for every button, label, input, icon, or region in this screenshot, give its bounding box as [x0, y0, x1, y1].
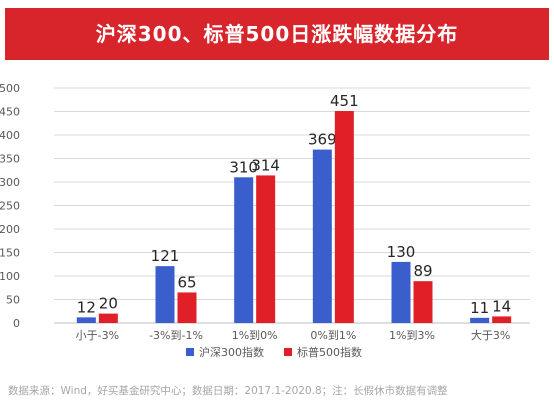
bar-hs300	[312, 149, 332, 323]
y-tick-label: 250	[0, 200, 20, 213]
data-label: 89	[413, 262, 432, 280]
y-tick-label: 300	[0, 176, 20, 189]
data-label: 451	[330, 92, 359, 110]
data-label: 369	[308, 131, 337, 149]
bar-sp500	[177, 292, 197, 323]
bar-sp500	[492, 316, 512, 323]
data-label: 12	[77, 298, 96, 316]
legend-swatch-hs300	[186, 348, 194, 356]
x-tick-label: 小于-3%	[76, 329, 119, 342]
legend-label-sp500: 标普500指数	[297, 345, 362, 359]
legend-swatch-sp500	[284, 348, 292, 356]
data-label: 130	[387, 243, 416, 261]
y-tick-label: 400	[0, 129, 20, 142]
data-label: 65	[177, 273, 196, 291]
y-tick-label: 50	[6, 294, 20, 307]
x-tick-label: -3%到-1%	[149, 329, 203, 342]
bar-chart: 0 50 100 150 200 250 300 350 400 450 500 12 20 小于-3% 1…	[0, 82, 530, 359]
y-tick-label: 450	[0, 106, 20, 119]
data-label: 20	[99, 295, 118, 313]
y-tick-label: 350	[0, 153, 20, 166]
legend-label-hs300: 沪深300指数	[199, 345, 264, 359]
data-label: 314	[251, 156, 280, 174]
x-tick-label: 1%到3%	[389, 329, 435, 342]
bar-sp500	[256, 175, 276, 323]
x-tick-label: 0%到1%	[310, 329, 356, 342]
y-tick-label: 100	[0, 270, 20, 283]
y-tick-label: 200	[0, 223, 20, 236]
footnote: 数据来源：Wind，好买基金研究中心；数据日期：2017.1-2020.8；注：…	[8, 385, 448, 397]
bar-sp500	[334, 111, 354, 323]
data-label: 14	[492, 297, 511, 315]
chart-title: 沪深300、标普500日涨跌幅数据分布	[95, 22, 459, 46]
bar-sp500	[98, 313, 118, 323]
bar-sp500	[413, 281, 433, 323]
chart-title-bar: 沪深300、标普500日涨跌幅数据分布	[5, 8, 549, 60]
x-tick-label: 1%到0%	[232, 329, 278, 342]
y-tick-label: 500	[0, 82, 20, 95]
bar-hs300	[76, 317, 96, 323]
bar-hs300	[391, 261, 411, 323]
bar-hs300	[155, 266, 175, 323]
data-label: 310	[229, 158, 258, 176]
x-tick-label: 大于3%	[471, 328, 510, 342]
y-tick-label: 0	[13, 317, 20, 330]
data-label: 11	[470, 299, 489, 317]
bar-hs300	[234, 177, 254, 323]
bar-hs300	[470, 317, 490, 323]
y-tick-label: 150	[0, 247, 20, 260]
data-label: 121	[151, 247, 180, 265]
